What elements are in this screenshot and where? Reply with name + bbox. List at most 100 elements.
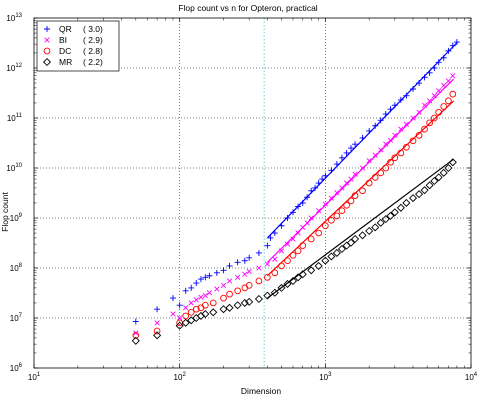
dc-point — [338, 207, 346, 215]
dc-point — [333, 212, 341, 220]
legend-marker-mr — [42, 57, 52, 67]
qr-point — [352, 141, 359, 148]
y-tick-label: 109 — [10, 213, 23, 223]
bi-point — [328, 195, 334, 201]
bi-point — [378, 147, 384, 153]
y-tick-label: 1011 — [7, 113, 23, 123]
bi-point — [177, 315, 183, 321]
dc-point — [187, 308, 195, 316]
dc-point — [391, 154, 399, 162]
dc-point — [449, 90, 457, 98]
dc-point — [328, 216, 335, 224]
dc-point — [271, 269, 279, 277]
axis-ticks: 101 102 103 104 106 107 108 109 1010 1011 1012 1013 — [6, 13, 477, 382]
dc-point — [226, 290, 233, 298]
mr-point — [314, 261, 323, 270]
legend-marker-bi — [44, 37, 50, 43]
bi-point — [403, 121, 409, 127]
series-bi — [133, 73, 456, 336]
series-mr — [131, 158, 457, 345]
mr-point — [408, 194, 418, 203]
bi-point — [344, 180, 350, 186]
mr-point — [175, 321, 184, 330]
legend-marker-dc — [43, 47, 51, 55]
qr-point — [241, 257, 248, 264]
dc-point — [220, 294, 227, 302]
mr-point — [181, 318, 190, 327]
mr-point — [444, 163, 453, 173]
qr-point — [226, 262, 233, 269]
qr-point — [453, 39, 460, 46]
bi-point — [206, 290, 213, 296]
y-tick-label: 108 — [10, 263, 23, 273]
mr-point — [263, 291, 272, 300]
mr-point — [233, 301, 242, 310]
mr-point — [337, 244, 346, 254]
legend-exponent-bi: ( 2.9) — [83, 35, 103, 45]
qr-point — [206, 272, 213, 279]
dc-point — [132, 331, 140, 339]
mr-point — [254, 294, 263, 304]
mr-point — [277, 283, 286, 292]
dc-point — [445, 97, 452, 105]
mr-point — [245, 297, 254, 306]
bi-point — [188, 300, 194, 306]
mr-point — [415, 190, 424, 199]
bi-point — [450, 73, 456, 79]
mr-point — [283, 279, 292, 288]
qr-point — [182, 287, 189, 294]
bi-point — [284, 241, 291, 247]
legend: QR ( 3.0) BI ( 2.9) DC ( 2.8) MR ( 2.2) — [36, 20, 120, 72]
qr-point — [193, 280, 200, 287]
bi-point — [339, 185, 345, 191]
mr-point — [346, 238, 356, 247]
dc-point — [315, 229, 323, 237]
mr-point — [402, 198, 411, 207]
plot-frame — [33, 17, 472, 369]
qr-point — [347, 145, 354, 152]
mr-point — [390, 208, 399, 217]
dc-point — [359, 187, 366, 195]
qr-point — [176, 302, 183, 309]
mr-point — [288, 276, 298, 286]
y-tick-label: 106 — [10, 363, 23, 373]
dc-point — [321, 222, 329, 230]
legend-exponent-mr: ( 2.2) — [83, 57, 103, 67]
mr-point — [270, 288, 279, 297]
qr-point — [343, 149, 350, 156]
dc-point — [430, 114, 438, 122]
y-axis-label: Flop count — [0, 192, 10, 232]
qr-point — [202, 274, 209, 281]
bi-point — [220, 282, 227, 288]
bi-point — [392, 132, 398, 138]
series-layer — [131, 39, 460, 345]
x-tick-label: 104 — [465, 372, 478, 382]
qr-point — [154, 306, 161, 313]
bi-point — [256, 265, 262, 271]
qr-point — [267, 234, 274, 241]
dc-point — [245, 281, 253, 289]
mr-point — [351, 234, 360, 244]
x-tick-label: 102 — [174, 372, 187, 382]
bi-point — [387, 137, 394, 143]
y-tick-label: 1013 — [6, 13, 22, 23]
mr-fit-line — [267, 158, 454, 299]
mr-point — [396, 203, 405, 212]
mr-point — [434, 173, 443, 182]
dc-point — [192, 305, 200, 313]
bi-point — [348, 176, 354, 182]
dc-point — [153, 327, 161, 335]
qr-point — [377, 117, 384, 124]
qr-point — [197, 276, 204, 283]
qr-point — [170, 295, 177, 302]
qr-point — [403, 92, 410, 99]
mr-point — [425, 181, 434, 190]
y-tick-label: 1012 — [6, 63, 22, 73]
bi-point — [133, 330, 139, 336]
bi-point — [295, 230, 301, 236]
qr-point — [264, 242, 271, 249]
y-tick-label: 107 — [10, 313, 23, 323]
x-tick-label: 101 — [28, 372, 41, 382]
series-dc — [132, 90, 457, 339]
